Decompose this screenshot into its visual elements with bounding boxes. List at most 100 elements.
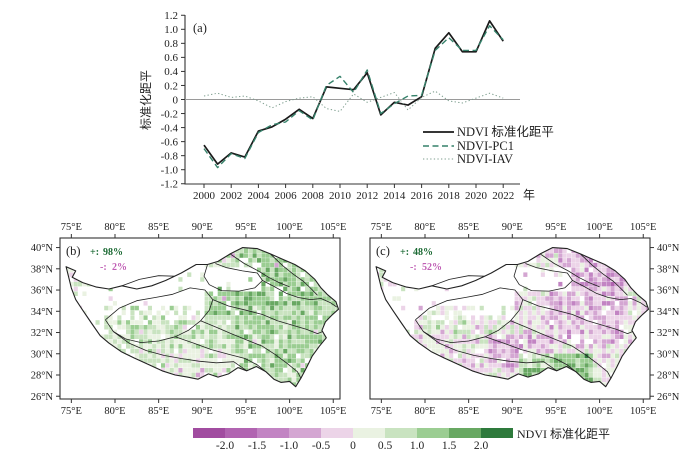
panel-a-line-chart: 1.2 1.0 0.8 0.6 0.4 0.2 0 -0.2 -0.4 -0.6 -0.8 -1.0 -… bbox=[139, 10, 554, 202]
colorbar-segment-5 bbox=[353, 428, 385, 438]
svg-text:26°N: 26°N bbox=[31, 392, 54, 403]
colorbar-tick-1.0: 1.0 bbox=[409, 440, 425, 452]
svg-text:38°N: 38°N bbox=[657, 264, 680, 275]
svg-text:-:: -: bbox=[410, 262, 417, 273]
svg-text:75°E: 75°E bbox=[61, 406, 82, 417]
svg-text:105°E: 105°E bbox=[630, 222, 656, 233]
svg-text:28°N: 28°N bbox=[657, 371, 680, 382]
svg-text:30°N: 30°N bbox=[31, 349, 54, 360]
panel-b-map-trend: 75°E 75°E 80°E 80°E 85°E 85°E 90°E 90°E 95°E 95°E… bbox=[31, 222, 347, 417]
basin-boundaries-c bbox=[415, 253, 647, 379]
colorbar-segment-4 bbox=[321, 428, 353, 438]
svg-text:2020: 2020 bbox=[465, 190, 488, 202]
colorbar-tick--0.5: -0.5 bbox=[311, 440, 331, 452]
svg-text:85°E: 85°E bbox=[148, 406, 169, 417]
colorbar-title: NDVI 标准化距平 bbox=[517, 427, 610, 441]
map-stats-c: (c) +: 48% -: 52% bbox=[376, 244, 442, 273]
map-axes-c: 75°E 75°E 80°E 80°E 85°E 85°E 90°E 90°E 95°E 95°E… bbox=[369, 222, 680, 417]
svg-text:2016: 2016 bbox=[411, 190, 434, 202]
colorbar-tick-labels: -2.0 -1.5 -1.0 -0.5 0 0.5 1.0 1.5 2.0 bbox=[140, 440, 700, 456]
plateau-outline-b bbox=[65, 247, 340, 388]
svg-text:2010: 2010 bbox=[329, 190, 352, 202]
svg-text:28°N: 28°N bbox=[31, 371, 54, 382]
colorbar-segment-1 bbox=[225, 428, 257, 438]
svg-text:2012: 2012 bbox=[356, 190, 378, 202]
svg-text:-:: -: bbox=[100, 262, 107, 273]
svg-text:+:: +: bbox=[90, 247, 99, 258]
svg-text:-0.8: -0.8 bbox=[161, 150, 179, 162]
svg-text:NDVI-PC1: NDVI-PC1 bbox=[457, 139, 514, 153]
svg-text:36°N: 36°N bbox=[31, 286, 54, 297]
svg-text:2008: 2008 bbox=[302, 190, 325, 202]
svg-text:0.6: 0.6 bbox=[164, 52, 178, 64]
colorbar-tick-0.5: 0.5 bbox=[377, 440, 393, 452]
svg-text:90°E: 90°E bbox=[502, 406, 523, 417]
svg-text:52%: 52% bbox=[422, 262, 442, 273]
svg-text:-0.6: -0.6 bbox=[161, 136, 179, 148]
colorbar-tick--2.0: -2.0 bbox=[215, 440, 235, 452]
colorbar-segment-6 bbox=[385, 428, 417, 438]
svg-text:0: 0 bbox=[173, 94, 179, 106]
series-NDVI-IAV bbox=[203, 90, 504, 112]
svg-text:年: 年 bbox=[523, 188, 535, 202]
svg-text:32°N: 32°N bbox=[657, 328, 680, 339]
svg-text:-1.0: -1.0 bbox=[161, 165, 179, 177]
svg-text:40°N: 40°N bbox=[657, 243, 680, 254]
svg-text:105°E: 105°E bbox=[320, 406, 346, 417]
svg-text:95°E: 95°E bbox=[545, 222, 566, 233]
map-stats-b: (b) +: 98% -: 2% bbox=[66, 244, 127, 273]
svg-text:36°N: 36°N bbox=[657, 286, 680, 297]
svg-text:80°E: 80°E bbox=[414, 222, 435, 233]
svg-text:95°E: 95°E bbox=[235, 406, 256, 417]
svg-text:2006: 2006 bbox=[275, 190, 298, 202]
svg-text:(c): (c) bbox=[376, 244, 390, 258]
svg-text:-0.2: -0.2 bbox=[161, 108, 178, 120]
colorbar: -2.0 -1.5 -1.0 -0.5 0 0.5 1.0 1.5 2.0 NDVI 标准化距平 bbox=[140, 424, 700, 458]
chart-a-axes: 1.2 1.0 0.8 0.6 0.4 0.2 0 -0.2 -0.4 -0.6 -0.8 -1.0 -… bbox=[161, 10, 535, 202]
svg-text:40°N: 40°N bbox=[31, 243, 54, 254]
basin-boundaries-b bbox=[105, 253, 337, 379]
svg-text:48%: 48% bbox=[413, 247, 433, 258]
svg-text:90°E: 90°E bbox=[502, 222, 523, 233]
svg-text:2022: 2022 bbox=[492, 190, 514, 202]
svg-text:85°E: 85°E bbox=[458, 406, 479, 417]
map-axes-b: 75°E 75°E 80°E 80°E 85°E 85°E 90°E 90°E 95°E 95°E… bbox=[31, 222, 347, 417]
svg-text:100°E: 100°E bbox=[586, 222, 612, 233]
colorbar-tick--1.5: -1.5 bbox=[247, 440, 267, 452]
svg-text:26°N: 26°N bbox=[657, 392, 680, 403]
svg-text:32°N: 32°N bbox=[31, 328, 54, 339]
colorbar-tick-1.5: 1.5 bbox=[441, 440, 457, 452]
colorbar-gradient bbox=[193, 428, 513, 438]
colorbar-segment-7 bbox=[417, 428, 449, 438]
svg-text:NDVI 标准化距平: NDVI 标准化距平 bbox=[457, 125, 554, 139]
svg-text:80°E: 80°E bbox=[414, 406, 435, 417]
svg-text:0.2: 0.2 bbox=[164, 80, 178, 92]
svg-text:95°E: 95°E bbox=[545, 406, 566, 417]
svg-text:2018: 2018 bbox=[438, 190, 461, 202]
svg-text:100°E: 100°E bbox=[586, 406, 612, 417]
colorbar-segment-8 bbox=[449, 428, 481, 438]
svg-text:34°N: 34°N bbox=[657, 307, 680, 318]
colorbar-tick-2.0: 2.0 bbox=[473, 440, 489, 452]
svg-text:90°E: 90°E bbox=[192, 406, 213, 417]
plateau-outline-c bbox=[375, 247, 650, 388]
svg-text:(b): (b) bbox=[66, 244, 81, 258]
svg-text:95°E: 95°E bbox=[235, 222, 256, 233]
svg-text:100°E: 100°E bbox=[276, 222, 302, 233]
panel-a-label: (a) bbox=[193, 21, 207, 35]
panel-c-map-anomaly: 75°E 75°E 80°E 80°E 85°E 85°E 90°E 90°E 95°E 95°E… bbox=[369, 222, 680, 417]
svg-text:2002: 2002 bbox=[220, 190, 242, 202]
svg-text:+:: +: bbox=[400, 247, 409, 258]
colorbar-segment-2 bbox=[257, 428, 289, 438]
svg-text:0.8: 0.8 bbox=[164, 38, 178, 50]
colorbar-tick--1.0: -1.0 bbox=[279, 440, 299, 452]
colorbar-segment-0 bbox=[193, 428, 225, 438]
svg-text:98%: 98% bbox=[103, 247, 123, 258]
svg-text:75°E: 75°E bbox=[371, 406, 392, 417]
svg-text:1.0: 1.0 bbox=[164, 24, 178, 36]
svg-text:85°E: 85°E bbox=[148, 222, 169, 233]
svg-text:80°E: 80°E bbox=[104, 222, 125, 233]
svg-text:75°E: 75°E bbox=[371, 222, 392, 233]
svg-text:105°E: 105°E bbox=[630, 406, 656, 417]
